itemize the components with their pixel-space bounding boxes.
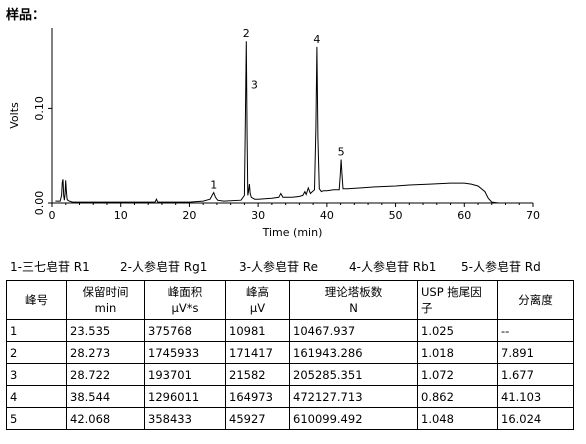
- x-tick-label: 50: [389, 209, 403, 222]
- cell-peak-number: 4: [6, 385, 67, 408]
- cell-peak-area: 1296011: [144, 385, 226, 408]
- cell-peak-number: 2: [6, 341, 67, 364]
- header-retention-time: 保留时间 min: [66, 280, 145, 320]
- cell-resolution: 16.024: [497, 407, 574, 430]
- table-row: 4 38.544 1296011 164973 472127.713 0.862 41.10…: [6, 385, 574, 408]
- header-usp-tailing: USP 拖尾因子: [417, 280, 498, 320]
- legend-item-5: 5-人参皂苷 Rd: [461, 260, 541, 274]
- peak-label-1: 1: [210, 179, 217, 192]
- x-tick-label: 30: [251, 209, 265, 222]
- peak-legend: 1-三七皂苷 R1 2-人参皂苷 Rg1 3-人参皂苷 Re 4-人参皂苷 Rb…: [10, 258, 580, 276]
- peak-results-table: 峰号 保留时间 min 峰面积 μV*s 峰高 μV 理论塔板数 N USP 拖尾因子 …: [6, 280, 574, 430]
- cell-peak-height: 21582: [225, 363, 290, 386]
- header-resolution: 分离度: [497, 280, 574, 320]
- peak-label-4: 4: [313, 33, 320, 46]
- peak-label-3: 3: [251, 78, 258, 91]
- legend-item-4: 4-人参皂苷 Rb1: [349, 260, 437, 274]
- x-tick-label: 20: [182, 209, 196, 222]
- cell-peak-number: 1: [6, 319, 67, 342]
- cell-usp-tailing: 1.025: [417, 319, 498, 342]
- cell-peak-number: 3: [6, 363, 67, 386]
- header-theoretical-plates: 理论塔板数 N: [289, 280, 418, 320]
- cell-theoretical-plates: 205285.351: [289, 363, 418, 386]
- cell-retention-time: 23.535: [66, 319, 145, 342]
- cell-peak-height: 164973: [225, 385, 290, 408]
- cell-peak-height: 45927: [225, 407, 290, 430]
- header-peak-area: 峰面积 μV*s: [144, 280, 226, 320]
- x-tick-label: 60: [457, 209, 471, 222]
- cell-peak-area: 1745933: [144, 341, 226, 364]
- chromatogram-chart: 0 10 20 30 40 50 60 70 0.00 0.10 Time (min) Volts 1 2…: [8, 27, 540, 239]
- cell-theoretical-plates: 472127.713: [289, 385, 418, 408]
- cell-resolution: 1.677: [497, 363, 574, 386]
- chromatogram-trace-1: [55, 41, 533, 204]
- legend-item-1: 1-三七皂苷 R1: [10, 260, 90, 274]
- table-row: 3 28.722 193701 21582 205285.351 1.072 1.677: [6, 363, 574, 386]
- x-axis-title: Time (min): [262, 226, 323, 239]
- cell-retention-time: 28.722: [66, 363, 145, 386]
- table-row: 1 23.535 375768 10981 10467.937 1.025 --: [6, 319, 574, 342]
- cell-resolution: 7.891: [497, 341, 574, 364]
- x-tick-label: 0: [49, 209, 56, 222]
- cell-peak-area: 375768: [144, 319, 226, 342]
- x-tick-label: 10: [114, 209, 128, 222]
- cell-theoretical-plates: 610099.492: [289, 407, 418, 430]
- cell-theoretical-plates: 10467.937: [289, 319, 418, 342]
- cell-retention-time: 42.068: [66, 407, 145, 430]
- cell-theoretical-plates: 161943.286: [289, 341, 418, 364]
- table-row: 5 42.068 358433 45927 610099.492 1.048 16.024: [6, 407, 574, 430]
- y-tick-label: 0.10: [33, 96, 46, 121]
- cell-peak-number: 5: [6, 407, 67, 430]
- legend-item-3: 3-人参皂苷 Re: [239, 260, 318, 274]
- cell-resolution: --: [497, 319, 574, 342]
- x-tick-label: 70: [526, 209, 540, 222]
- table-header-row: 峰号 保留时间 min 峰面积 μV*s 峰高 μV 理论塔板数 N USP 拖尾因子 …: [6, 280, 574, 320]
- y-tick-label: 0.00: [33, 191, 46, 216]
- cell-usp-tailing: 0.862: [417, 385, 498, 408]
- peak-label-2: 2: [243, 27, 250, 40]
- legend-item-2: 2-人参皂苷 Rg1: [120, 260, 208, 274]
- peak-label-5: 5: [338, 145, 345, 158]
- cell-peak-area: 358433: [144, 407, 226, 430]
- table-row: 2 28.273 1745933 171417 161943.286 1.018 7.891: [6, 341, 574, 364]
- cell-resolution: 41.103: [497, 385, 574, 408]
- cell-usp-tailing: 1.072: [417, 363, 498, 386]
- cell-peak-area: 193701: [144, 363, 226, 386]
- cell-usp-tailing: 1.048: [417, 407, 498, 430]
- table-body: 1 23.535 375768 10981 10467.937 1.025 -- 2 28.27…: [6, 319, 574, 430]
- x-tick-label: 40: [320, 209, 334, 222]
- header-peak-number: 峰号: [6, 280, 67, 320]
- cell-retention-time: 28.273: [66, 341, 145, 364]
- cell-retention-time: 38.544: [66, 385, 145, 408]
- cell-peak-height: 10981: [225, 319, 290, 342]
- y-axis-title: Volts: [8, 102, 21, 129]
- cell-peak-height: 171417: [225, 341, 290, 364]
- sample-label: 样品：: [6, 8, 46, 23]
- cell-usp-tailing: 1.018: [417, 341, 498, 364]
- header-peak-height: 峰高 μV: [225, 280, 290, 320]
